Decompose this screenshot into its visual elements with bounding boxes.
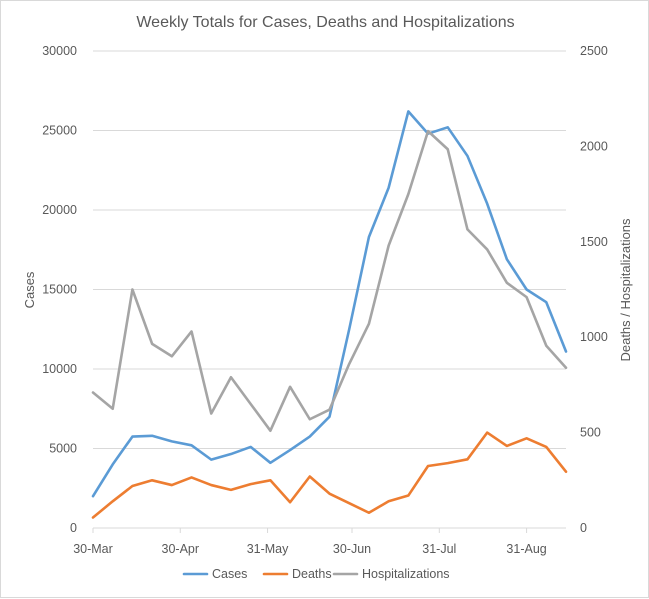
right-tick-label: 0 <box>580 521 587 535</box>
series-line-deaths <box>91 431 568 519</box>
right-tick-label: 1000 <box>580 330 608 344</box>
right-tick-label: 2000 <box>580 139 608 153</box>
left-tick-label: 15000 <box>42 283 77 297</box>
right-tick-label: 2500 <box>580 44 608 58</box>
legend-label-cases: Cases <box>212 567 247 581</box>
legend-label-deaths: Deaths <box>292 567 332 581</box>
left-tick-label: 5000 <box>49 442 77 456</box>
left-tick-label: 0 <box>70 521 77 535</box>
x-tick-label: 31-May <box>247 542 289 556</box>
series-line-hospitalizations <box>91 129 568 432</box>
legend-label-hospitalizations: Hospitalizations <box>362 567 450 581</box>
legend: Cases Deaths Hospitalizations <box>182 567 450 581</box>
right-tick-label: 1500 <box>580 235 608 249</box>
chart-title: Weekly Totals for Cases, Deaths and Hosp… <box>136 14 514 31</box>
right-tick-label: 500 <box>580 426 601 440</box>
left-tick-label: 10000 <box>42 362 77 376</box>
x-tick-label: 30-Apr <box>162 542 200 556</box>
right-axis-title: Deaths / Hospitalizations <box>618 218 633 362</box>
left-axis-ticks: 0 5000 10000 15000 20000 25000 30000 <box>42 44 77 535</box>
x-tick-label: 30-Jun <box>333 542 371 556</box>
left-tick-label: 20000 <box>42 203 77 217</box>
series-lines <box>91 110 568 519</box>
left-axis-title: Cases <box>22 271 37 308</box>
x-tick-label: 30-Mar <box>73 542 113 556</box>
right-axis-ticks: 0 500 1000 1500 2000 2500 <box>580 44 608 535</box>
gridlines <box>93 50 566 449</box>
x-tick-label: 31-Jul <box>422 542 456 556</box>
left-tick-label: 30000 <box>42 44 77 58</box>
x-tick-label: 31-Aug <box>506 542 546 556</box>
series-line-cases <box>91 110 568 498</box>
x-axis-ticks: 30-Mar 30-Apr 31-May 30-Jun 31-Jul 31-Aug <box>73 528 547 556</box>
left-tick-label: 25000 <box>42 124 77 138</box>
